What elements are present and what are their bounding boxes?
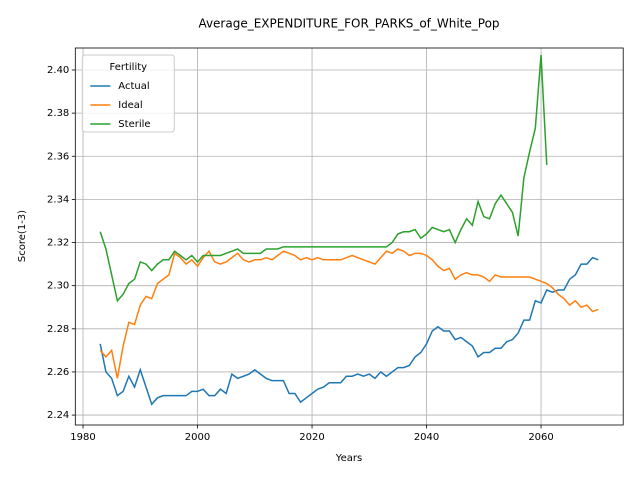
x-tick-label: 2000 [185, 432, 210, 443]
legend-box [81, 54, 175, 133]
y-tick-label: 2.28 [47, 324, 69, 335]
legend-label: Sterile [118, 119, 150, 130]
y-tick-label: 2.24 [47, 410, 69, 421]
y-tick-label: 2.40 [47, 65, 69, 76]
series-line [99, 54, 548, 303]
legend-label: Actual [118, 81, 149, 92]
legend-title: Fertility [110, 62, 148, 73]
plot-frame [74, 47, 624, 426]
y-axis-label: Score(1-3) [17, 210, 28, 262]
y-tick-label: 2.34 [47, 194, 69, 205]
y-tick-label: 2.26 [47, 367, 69, 378]
series-line [99, 256, 599, 406]
y-tick-label: 2.32 [47, 238, 69, 249]
y-tick-label: 2.38 [47, 108, 69, 119]
y-tick-label: 2.36 [47, 151, 69, 162]
x-tick-label: 2020 [299, 432, 324, 443]
y-tick-label: 2.30 [47, 281, 69, 292]
series-line [99, 248, 599, 379]
x-tick-label: 2040 [414, 432, 439, 443]
legend-label: Ideal [118, 100, 142, 111]
x-axis-label: Years [335, 453, 362, 464]
chart-title: Average_EXPENDITURE_FOR_PARKS_of_White_P… [198, 17, 499, 31]
x-tick-label: 1980 [70, 432, 95, 443]
x-tick-label: 2060 [528, 432, 553, 443]
